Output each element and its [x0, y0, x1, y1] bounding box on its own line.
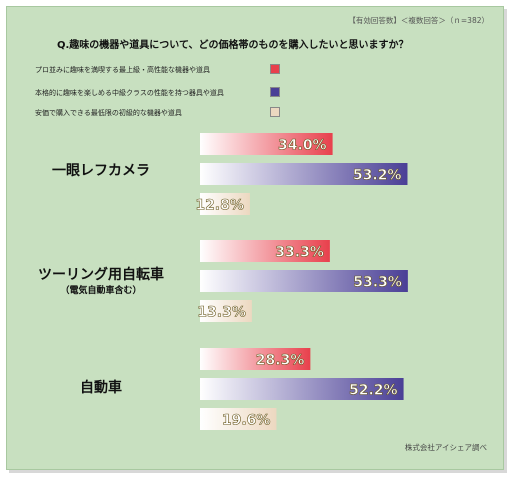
bar-slr-camera-high-end [200, 133, 333, 155]
bar-touring-bicycle-low-end [200, 300, 252, 322]
legend-label-high-end: プロ並みに趣味を満喫する最上級・高性能な機器や道具 [35, 66, 210, 74]
category-label-slr-camera: 一眼レフカメラ [52, 163, 150, 179]
bar-car-high-end [200, 348, 311, 370]
legend-swatch-low-end [270, 107, 280, 117]
category-sublabel-touring-bicycle: （電気自動車含む） [60, 286, 142, 296]
category-label-car: 自動車 [80, 380, 122, 396]
bar-value-label-car-low-end: 19.6% [222, 413, 271, 429]
category-label-touring-bicycle: ツーリング用自転車 [38, 267, 164, 283]
bar-value-label-car-mid-class: 52.2% [349, 383, 398, 399]
legend-label-low-end: 安価で購入できる最低限の初級的な機器や道具 [35, 109, 182, 117]
bar-value-label-slr-camera-high-end: 34.0% [278, 138, 327, 154]
bar-value-label-touring-bicycle-high-end: 33.3% [275, 245, 324, 261]
bar-car-low-end [200, 408, 277, 430]
bar-value-label-slr-camera-low-end: 12.8% [195, 198, 244, 214]
bar-value-label-touring-bicycle-mid-class: 53.3% [353, 275, 402, 291]
bar-car-mid-class [200, 378, 404, 400]
legend-swatch-high-end [270, 64, 280, 74]
source-credit: 株式会社アイシェア調べ [404, 443, 487, 452]
response-count-note: 【有効回答数】＜複数回答＞（ｎ=382） [348, 16, 489, 25]
chart-title: Q.趣味の機器や道具について、どの価格帯のものを購入したいと思いますか？ [57, 40, 409, 51]
bar-touring-bicycle-high-end [200, 240, 330, 262]
bar-value-label-car-high-end: 28.3% [256, 353, 305, 369]
bar-value-label-touring-bicycle-low-end: 13.3% [197, 305, 246, 321]
legend-label-mid-class: 本格的に趣味を楽しめる中級クラスの性能を持つ器具や道具 [35, 89, 224, 97]
bar-value-label-slr-camera-mid-class: 53.2% [353, 168, 402, 184]
bar-slr-camera-mid-class [200, 163, 408, 185]
bar-slr-camera-low-end [200, 193, 250, 215]
legend-swatch-mid-class [270, 87, 280, 97]
bar-touring-bicycle-mid-class [200, 270, 408, 292]
